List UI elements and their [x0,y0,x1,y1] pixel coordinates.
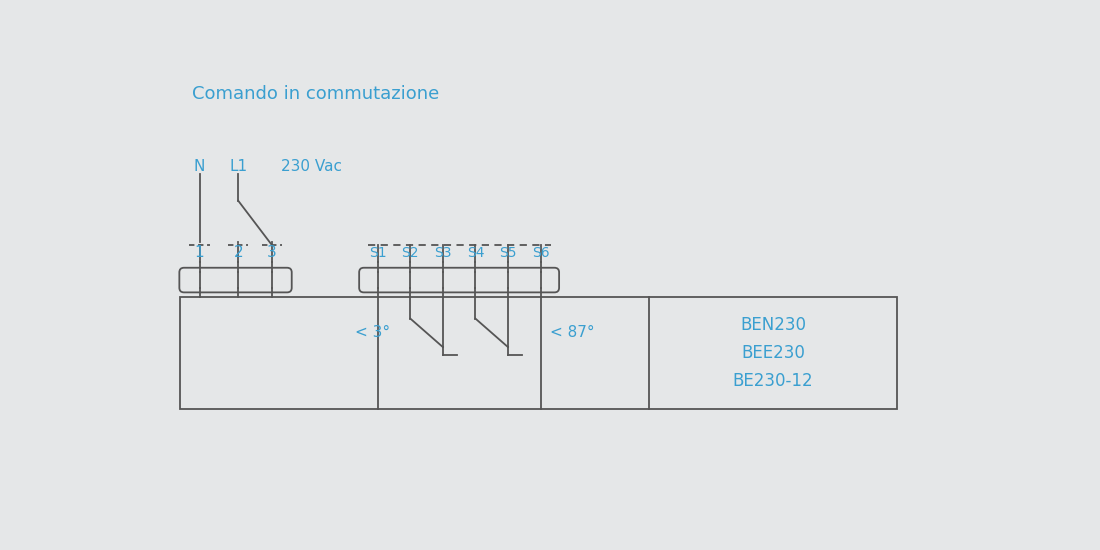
Bar [180,297,896,409]
Text: Comando in commutazione: Comando in commutazione [191,85,439,103]
Text: S6: S6 [531,246,549,260]
Text: S4: S4 [466,246,484,260]
Text: L1: L1 [229,159,248,174]
Text: S5: S5 [499,246,517,260]
Text: 230 Vac: 230 Vac [280,159,342,174]
Text: S2: S2 [402,246,419,260]
Text: BE230-12: BE230-12 [733,372,813,390]
Text: < 3°: < 3° [355,325,390,340]
Text: BEE230: BEE230 [741,344,805,362]
Text: N: N [194,159,206,174]
Text: < 87°: < 87° [550,325,594,340]
Text: S1: S1 [368,246,386,260]
Text: 2: 2 [233,245,243,260]
Text: S3: S3 [434,246,452,260]
Text: BEN230: BEN230 [740,316,806,334]
Text: 1: 1 [195,245,205,260]
Text: 3: 3 [266,245,276,260]
